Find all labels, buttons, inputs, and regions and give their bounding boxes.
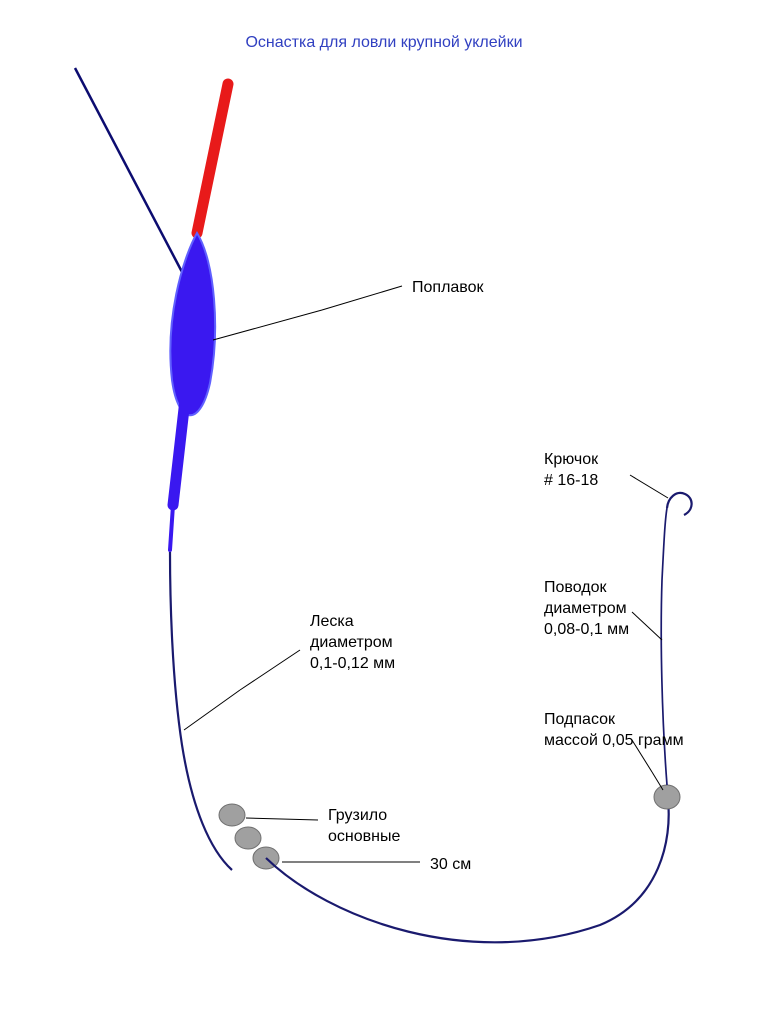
- callout-lines: [184, 286, 668, 862]
- callout-main_sinker: [246, 818, 318, 820]
- sinker-1: [219, 804, 245, 826]
- label-distance: 30 см: [430, 855, 471, 876]
- rod-line: [75, 68, 182, 272]
- rig-diagram: [0, 0, 768, 1032]
- callout-mainline: [240, 650, 300, 690]
- callout-leader: [632, 612, 662, 640]
- label-small-sinker: Подпасок массой 0,05 грамм: [544, 710, 684, 752]
- callout-mainline: [184, 690, 240, 730]
- callout-float: [213, 310, 322, 340]
- label-main-sinker: Грузило основные: [328, 806, 400, 848]
- sinker-2: [235, 827, 261, 849]
- label-hook: Крючок # 16-18: [544, 450, 598, 492]
- float-tip: [170, 505, 173, 550]
- label-leader: Поводок диаметром 0,08-0,1 мм: [544, 578, 629, 640]
- float-antenna: [197, 84, 228, 233]
- callout-small_sinker: [652, 772, 663, 790]
- label-mainline: Леска диаметром 0,1-0,12 мм: [310, 612, 395, 674]
- label-float: Поплавок: [412, 278, 484, 299]
- hook: [667, 493, 692, 515]
- callout-float: [322, 286, 402, 310]
- callout-hook: [630, 475, 668, 498]
- small-sinker: [654, 785, 680, 809]
- float-stem: [173, 400, 185, 505]
